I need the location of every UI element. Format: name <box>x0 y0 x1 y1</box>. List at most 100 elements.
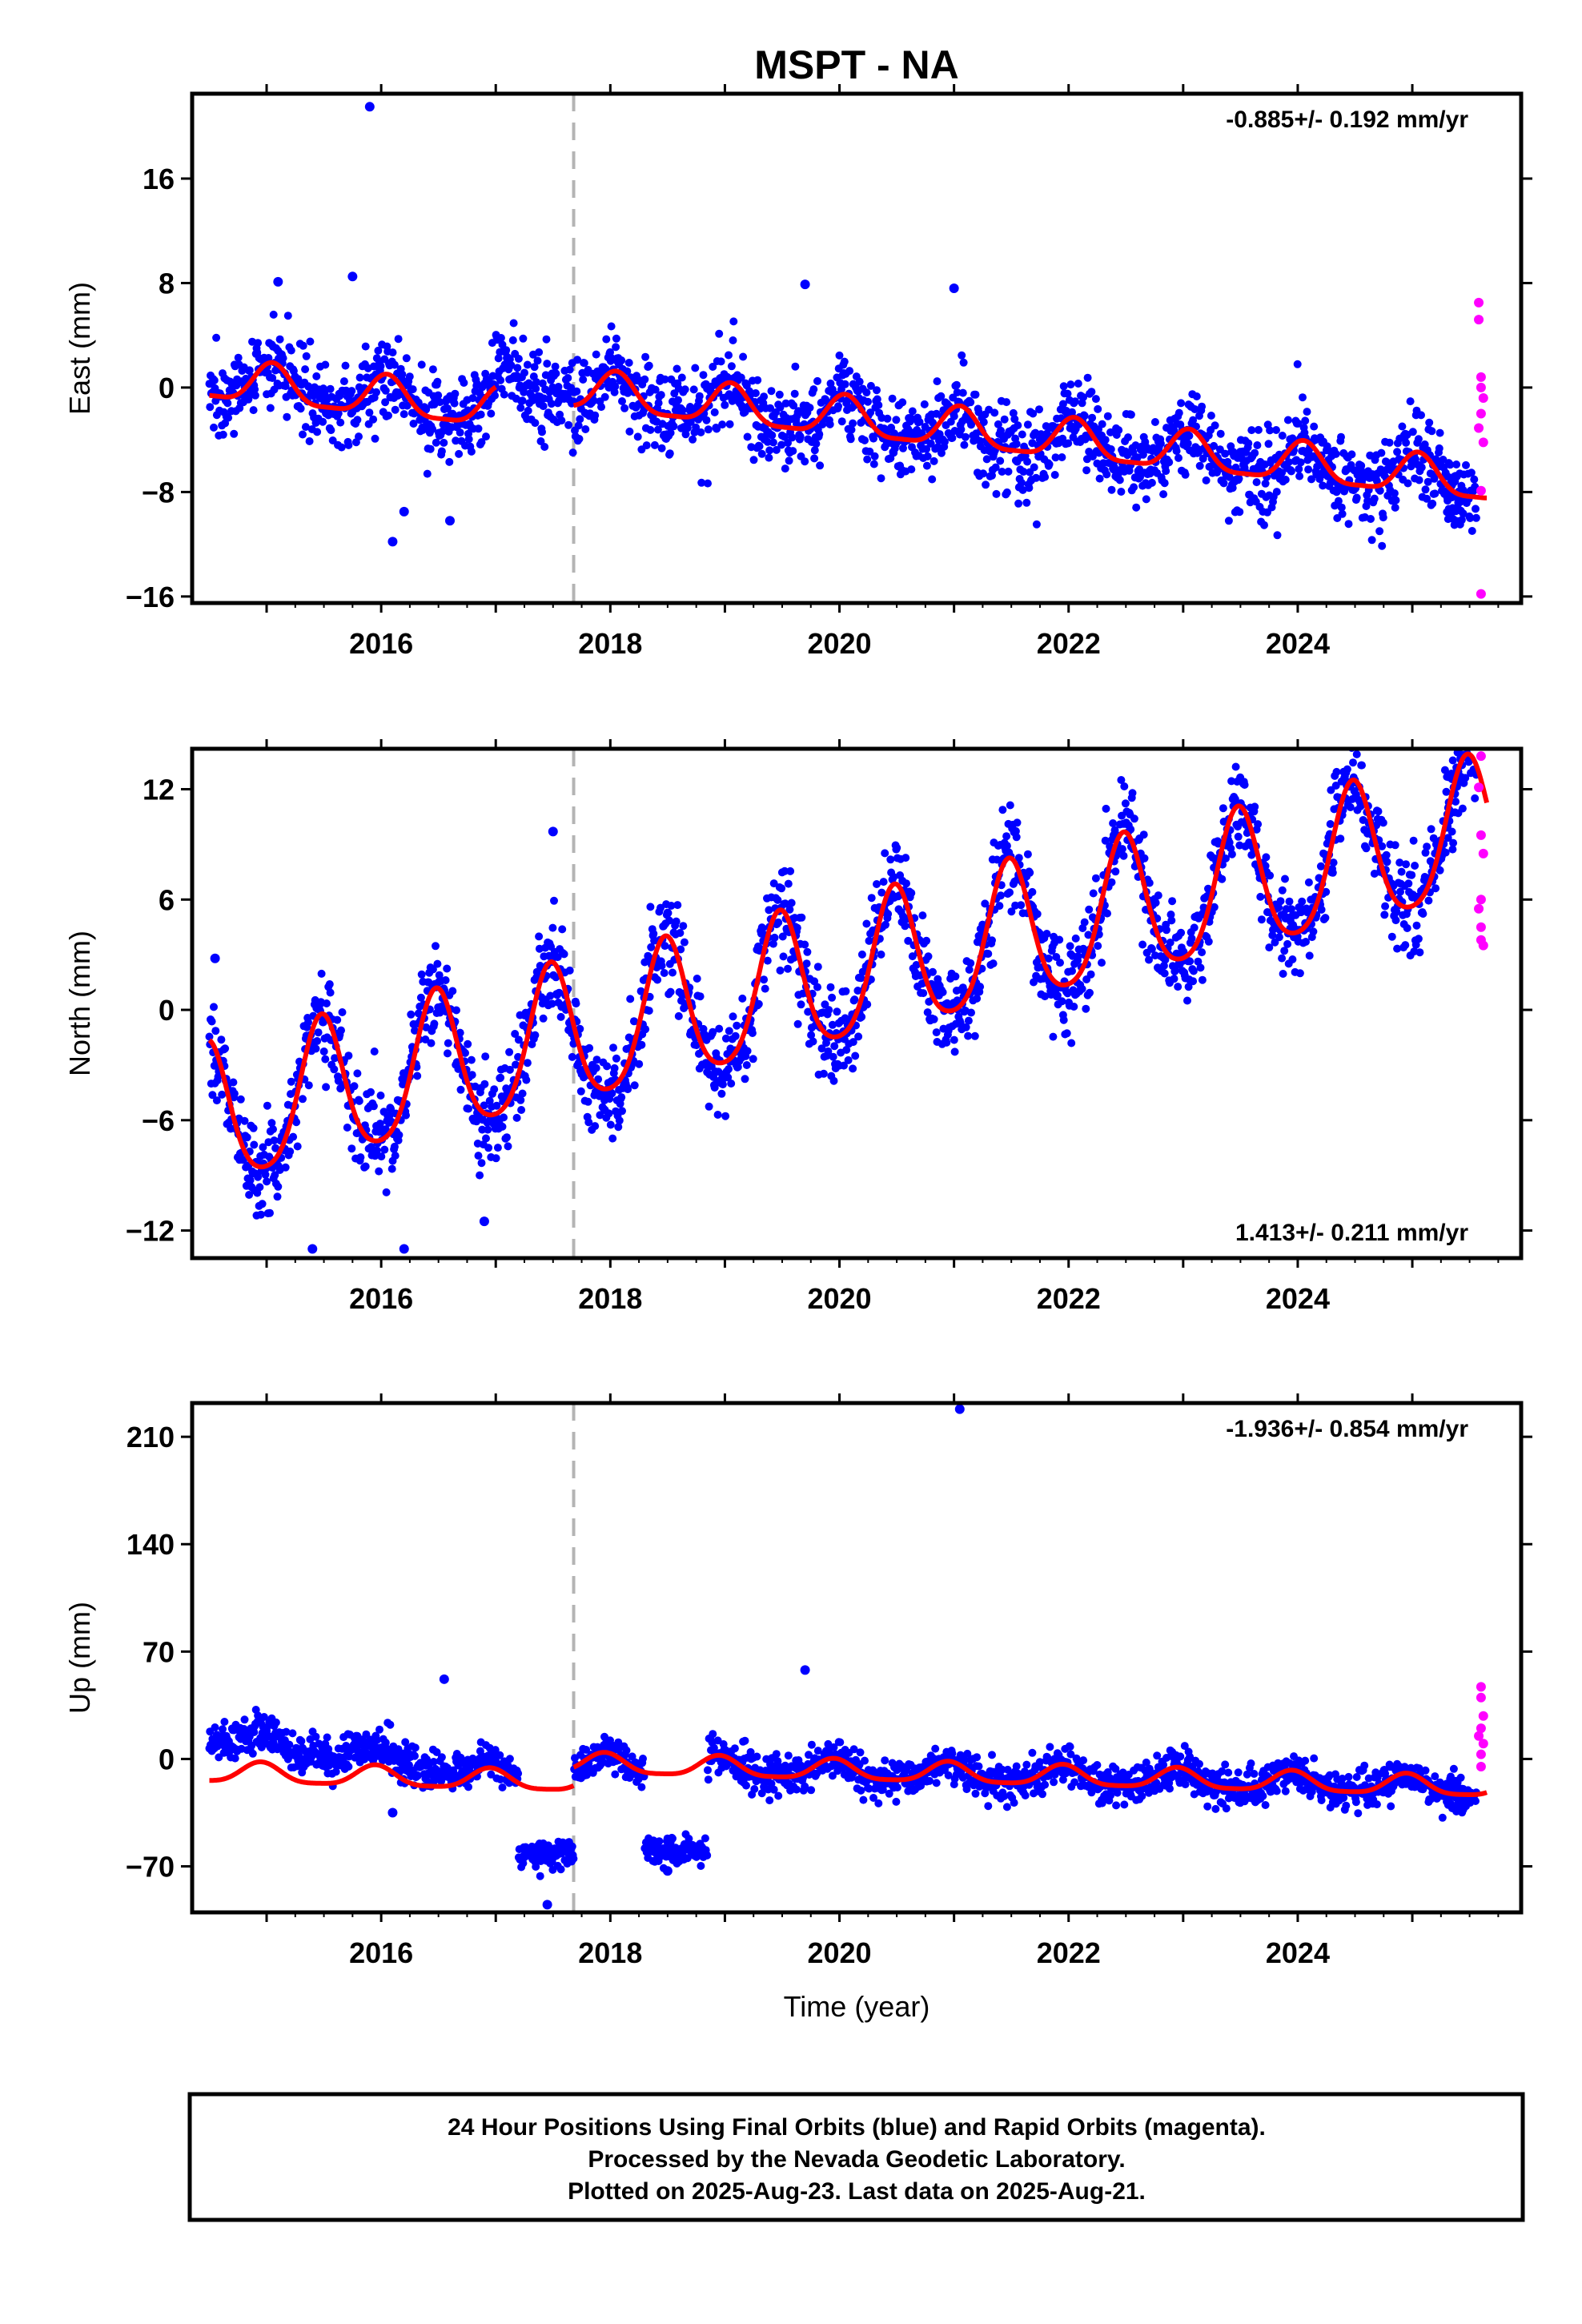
east-final-point <box>996 456 1005 465</box>
up-final-point <box>401 1738 410 1747</box>
east-final-point <box>713 424 721 433</box>
north-final-point <box>612 1054 620 1063</box>
north-final-point <box>443 964 452 973</box>
north-final-point <box>962 1023 970 1031</box>
north-rapid-point <box>1476 922 1486 932</box>
north-final-point <box>679 922 688 931</box>
north-final-point <box>500 1113 508 1122</box>
east-final-point <box>1035 405 1043 414</box>
east-final-point <box>678 406 687 415</box>
north-final-point <box>1435 866 1444 875</box>
east-final-point <box>812 440 821 448</box>
east-rapid-point <box>1474 297 1484 308</box>
east-final-point <box>353 416 362 424</box>
north-final-point <box>1011 901 1020 910</box>
north-final-point <box>705 1102 713 1111</box>
up-final-point <box>259 1713 268 1721</box>
east-final-point <box>654 399 663 408</box>
north-final-point <box>249 1124 258 1132</box>
east-final-point <box>937 392 946 400</box>
north-final-point <box>246 1176 255 1184</box>
north-final-point <box>1030 978 1038 987</box>
north-final-point <box>725 1027 733 1035</box>
north-final-point <box>786 866 795 875</box>
north-final-point <box>1082 1004 1090 1013</box>
north-final-point <box>1218 875 1227 883</box>
north-final-point <box>649 929 658 938</box>
north-final-point <box>1442 787 1451 796</box>
north-final-point <box>493 1144 502 1152</box>
north-final-point <box>1393 944 1402 953</box>
east-final-point <box>1211 421 1219 430</box>
north-final-point <box>886 855 895 864</box>
north-final-point <box>984 950 993 958</box>
east-final-point <box>319 417 327 426</box>
east-final-point <box>212 333 221 342</box>
north-ytick-label: 0 <box>159 994 175 1027</box>
east-final-point <box>487 409 496 418</box>
east-final-point <box>541 371 550 380</box>
east-final-point <box>840 357 849 366</box>
east-final-point <box>1247 426 1256 435</box>
east-final-point <box>444 404 452 412</box>
north-final-point <box>1278 954 1287 963</box>
east-final-point <box>681 385 689 394</box>
east-final-point <box>846 435 855 444</box>
east-final-point <box>339 377 348 386</box>
north-final-point <box>484 1144 493 1152</box>
east-final-point <box>1378 541 1387 550</box>
east-final-point <box>1264 440 1273 448</box>
east-final-point <box>604 384 613 392</box>
east-final-point <box>1393 448 1402 456</box>
north-final-point <box>1055 935 1064 944</box>
east-final-point <box>1417 411 1425 420</box>
north-final-point <box>482 1134 490 1143</box>
east-final-point <box>312 372 321 380</box>
east-final-point <box>766 404 774 412</box>
north-final-point <box>592 1055 601 1064</box>
east-final-point <box>306 337 315 346</box>
north-final-point <box>555 988 564 997</box>
north-final-point <box>560 950 568 959</box>
east-final-point <box>210 423 218 432</box>
north-model-curve <box>207 751 1490 1170</box>
north-final-point <box>1086 970 1095 979</box>
north-final-point <box>417 970 426 979</box>
north-final-point <box>1166 939 1174 947</box>
north-final-point <box>1412 921 1421 930</box>
east-final-point <box>666 428 675 437</box>
north-final-point <box>441 976 450 984</box>
north-final-point <box>692 1041 701 1050</box>
north-final-point <box>964 1016 973 1025</box>
north-final-point <box>496 1073 505 1082</box>
north-final-point <box>630 1081 639 1090</box>
east-final-point <box>725 390 733 399</box>
north-final-point <box>245 1191 254 1199</box>
east-final-point <box>1390 489 1399 497</box>
north-final-point <box>1174 983 1182 991</box>
east-final-point <box>1244 439 1253 448</box>
north-final-point <box>269 1125 277 1134</box>
north-final-point <box>385 1112 394 1120</box>
north-rapid-point <box>1478 848 1488 858</box>
east-final-point <box>618 397 626 405</box>
north-final-point <box>727 1080 736 1088</box>
east-final-point <box>1172 447 1181 456</box>
east-final-point <box>1284 458 1293 467</box>
north-final-point <box>918 911 927 920</box>
north-final-point <box>889 873 898 882</box>
east-final-point <box>500 390 508 399</box>
north-final-point <box>801 940 809 949</box>
north-final-point <box>333 1015 342 1024</box>
north-final-point <box>210 1003 218 1011</box>
east-final-point <box>249 406 258 415</box>
north-final-point <box>1462 737 1470 745</box>
east-final-point <box>753 376 762 384</box>
north-final-point <box>932 1028 941 1037</box>
north-final-point <box>498 1122 507 1131</box>
east-final-point <box>877 474 885 483</box>
up-final-point <box>456 1753 465 1762</box>
east-final-point <box>992 489 1001 498</box>
north-final-point <box>556 1012 565 1021</box>
north-final-point <box>773 895 782 904</box>
